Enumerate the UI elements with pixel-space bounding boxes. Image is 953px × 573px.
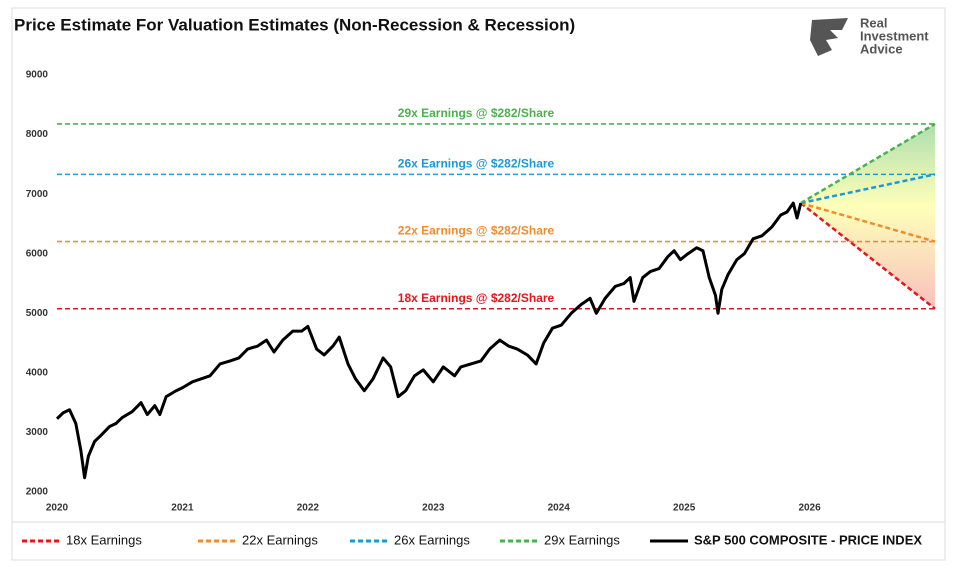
y-tick-label: 3000 — [26, 427, 49, 438]
x-tick-label: 2020 — [46, 503, 69, 514]
y-tick-label: 6000 — [26, 248, 49, 259]
chart-title: Price Estimate For Valuation Estimates (… — [14, 15, 575, 34]
logo-text: Real — [860, 15, 887, 30]
legend-label: 22x Earnings — [242, 532, 318, 547]
legend-label: 29x Earnings — [544, 532, 620, 547]
legend-label: 26x Earnings — [394, 532, 470, 547]
legend-label: 18x Earnings — [66, 532, 142, 547]
logo-mark — [810, 18, 848, 56]
y-tick-label: 9000 — [26, 70, 49, 81]
y-tick-label: 5000 — [26, 308, 49, 319]
y-tick-label: 8000 — [26, 129, 49, 140]
logo: Real Investment Advice — [810, 15, 929, 56]
reference-label: 26x Earnings @ $282/Share — [398, 157, 555, 171]
reference-label: 22x Earnings @ $282/Share — [398, 224, 555, 238]
y-tick-label: 4000 — [26, 367, 49, 378]
legend-box — [11, 521, 946, 561]
y-tick-label: 2000 — [26, 487, 49, 498]
logo-text: Advice — [860, 41, 903, 56]
y-tick-label: 7000 — [26, 189, 49, 200]
x-tick-label: 2022 — [297, 503, 320, 514]
legend-label: S&P 500 COMPOSITE - PRICE INDEX — [694, 532, 922, 547]
projection-fan — [800, 123, 935, 309]
x-tick-label: 2025 — [673, 503, 696, 514]
reference-label: 29x Earnings @ $282/Share — [398, 106, 555, 120]
price-line — [55, 201, 803, 480]
projection-line — [800, 202, 936, 310]
reference-label: 18x Earnings @ $282/Share — [398, 291, 555, 305]
x-tick-label: 2023 — [422, 503, 445, 514]
x-tick-label: 2024 — [548, 503, 571, 514]
projection-line — [800, 122, 936, 205]
x-tick-label: 2021 — [171, 503, 194, 514]
projection-line — [800, 173, 936, 205]
projection-line — [800, 201, 936, 243]
x-tick-label: 2026 — [798, 503, 821, 514]
frame — [11, 7, 946, 561]
logo-text: Investment — [860, 28, 929, 43]
